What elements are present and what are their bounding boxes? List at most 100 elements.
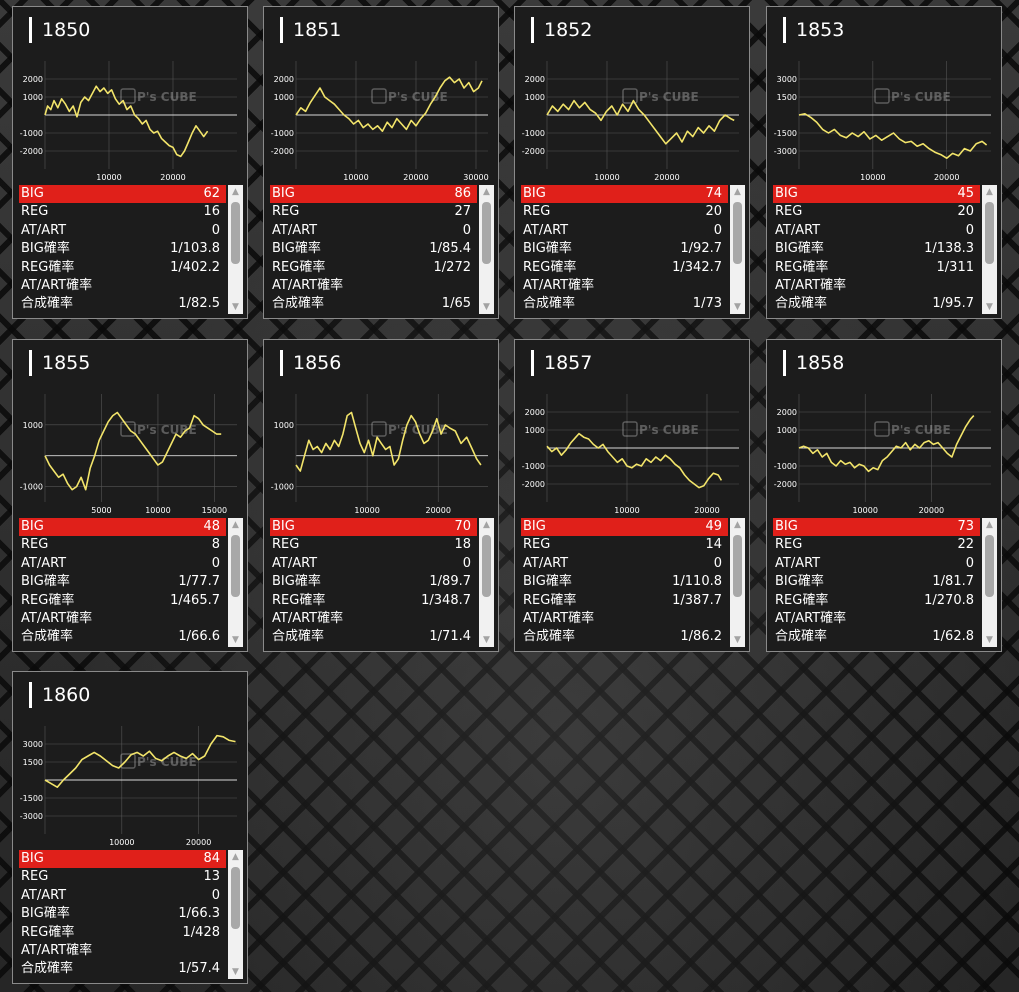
machine-card[interactable]: 1855 1000 -1000 5000 10000 15000 P's CUBE BIG 48…: [12, 339, 248, 652]
stat-label: 合成確率: [775, 629, 828, 645]
slump-line: [295, 76, 483, 132]
scrollbar-thumb[interactable]: [482, 202, 491, 264]
y-tick-label: 2000: [777, 408, 797, 417]
stat-row-total-rate: 合成確率 1/57.4: [19, 960, 226, 978]
machine-number[interactable]: 1853: [783, 17, 844, 43]
machine-number[interactable]: 1856: [280, 350, 341, 376]
stats-scrollbar[interactable]: ▲ ▼: [982, 185, 997, 314]
machine-card[interactable]: 1851 2000 1000 -1000 -2000 10000 20000 30000 P's…: [263, 6, 499, 319]
stats-list[interactable]: BIG 49 REG 14 AT/ART 0 BIG確率 1/110.8 REG確率 1/387.…: [521, 518, 745, 647]
machine-number[interactable]: 1855: [29, 350, 90, 376]
stats-list[interactable]: BIG 74 REG 20 AT/ART 0 BIG確率 1/92.7 REG確率 1/342.7…: [521, 185, 745, 314]
stat-value: 18: [454, 537, 471, 553]
stats-scrollbar[interactable]: ▲ ▼: [982, 518, 997, 647]
watermark-text: P's CUBE: [137, 90, 197, 104]
machine-card[interactable]: 1857 2000 1000 -1000 -2000 10000 20000 P's CUBE…: [514, 339, 750, 652]
scrollbar-thumb[interactable]: [482, 535, 491, 597]
machine-number[interactable]: 1860: [29, 682, 90, 708]
scroll-up-arrow-icon[interactable]: ▲: [986, 187, 993, 197]
stats-scrollbar[interactable]: ▲ ▼: [228, 518, 243, 647]
scrollbar-thumb[interactable]: [231, 867, 240, 929]
x-tick-label: 10000: [354, 506, 379, 515]
stat-label: 合成確率: [21, 296, 74, 312]
scroll-down-arrow-icon[interactable]: ▼: [232, 967, 239, 977]
scroll-down-arrow-icon[interactable]: ▼: [232, 635, 239, 645]
scrollbar-thumb[interactable]: [231, 202, 240, 264]
machine-number[interactable]: 1850: [29, 17, 90, 43]
stats-scrollbar[interactable]: ▲ ▼: [730, 185, 745, 314]
x-tick-label: 10000: [860, 173, 885, 182]
stats-scrollbar[interactable]: ▲ ▼: [479, 518, 494, 647]
machine-card[interactable]: 1853 3000 1500 -1500 -3000 10000 20000 P's CUBE…: [766, 6, 1002, 319]
cube-icon: [371, 88, 387, 104]
scroll-down-arrow-icon[interactable]: ▼: [483, 302, 490, 312]
machine-card[interactable]: 1850 2000 1000 -1000 -2000 10000 20000 P's CUBE…: [12, 6, 248, 319]
scrollbar-thumb[interactable]: [733, 202, 742, 264]
stat-label: AT/ART確率: [21, 610, 93, 626]
slump-graph-svg: 1000 -1000 5000 10000 15000 P's CUBE: [20, 394, 237, 515]
scroll-up-arrow-icon[interactable]: ▲: [734, 520, 741, 530]
stat-label: BIG確率: [272, 574, 321, 590]
scrollbar-thumb[interactable]: [985, 202, 994, 264]
scroll-up-arrow-icon[interactable]: ▲: [232, 520, 239, 530]
stat-label: AT/ART確率: [775, 277, 847, 293]
stat-row-big: BIG 62: [19, 185, 226, 204]
stat-value: 45: [957, 186, 974, 201]
machine-card[interactable]: 1858 2000 1000 -1000 -2000 10000 20000 P's CUBE…: [766, 339, 1002, 652]
stat-label: AT/ART確率: [523, 277, 595, 293]
stat-row-reg-rate: REG確率 1/311: [773, 259, 980, 277]
stats-list[interactable]: BIG 84 REG 13 AT/ART 0 BIG確率 1/66.3 REG確率 1/428 AT…: [19, 850, 243, 979]
scroll-down-arrow-icon[interactable]: ▼: [986, 635, 993, 645]
y-tick-label: -2000: [20, 147, 43, 156]
slump-graph: 2000 1000 -1000 -2000 10000 20000 P's CUBE: [773, 384, 997, 516]
machine-number[interactable]: 1857: [531, 350, 592, 376]
stats-scrollbar[interactable]: ▲ ▼: [479, 185, 494, 314]
stat-value: 62: [203, 186, 220, 201]
slump-line: [44, 85, 209, 158]
scroll-up-arrow-icon[interactable]: ▲: [232, 187, 239, 197]
stats-scrollbar[interactable]: ▲ ▼: [228, 185, 243, 314]
scroll-down-arrow-icon[interactable]: ▼: [483, 635, 490, 645]
machine-card[interactable]: 1856 1000 -1000 10000 20000 P's CUBE BIG 70 REG 1…: [263, 339, 499, 652]
scroll-up-arrow-icon[interactable]: ▲: [232, 852, 239, 862]
machine-number[interactable]: 1858: [783, 350, 844, 376]
scrollbar-thumb[interactable]: [985, 535, 994, 597]
stat-value: 14: [705, 537, 722, 553]
scrollbar-thumb[interactable]: [231, 535, 240, 597]
scroll-up-arrow-icon[interactable]: ▲: [986, 520, 993, 530]
stats-scrollbar[interactable]: ▲ ▼: [228, 850, 243, 979]
machine-number[interactable]: 1851: [280, 17, 341, 43]
x-tick-label: 30000: [463, 173, 488, 182]
stats-list[interactable]: BIG 73 REG 22 AT/ART 0 BIG確率 1/81.7 REG確率 1/270.8…: [773, 518, 997, 647]
scroll-down-arrow-icon[interactable]: ▼: [734, 302, 741, 312]
machine-number[interactable]: 1852: [531, 17, 592, 43]
machine-card[interactable]: 1860 3000 1500 -1500 -3000 10000 20000 P's CUBE…: [12, 671, 248, 984]
stats-list[interactable]: BIG 70 REG 18 AT/ART 0 BIG確率 1/89.7 REG確率 1/348.7…: [270, 518, 494, 647]
scroll-down-arrow-icon[interactable]: ▼: [986, 302, 993, 312]
stat-value: 1/62.8: [932, 629, 974, 645]
machine-card[interactable]: 1852 2000 1000 -1000 -2000 10000 20000 P's CUBE…: [514, 6, 750, 319]
stats-scrollbar[interactable]: ▲ ▼: [730, 518, 745, 647]
stats-list[interactable]: BIG 45 REG 20 AT/ART 0 BIG確率 1/138.3 REG確率 1/311 A…: [773, 185, 997, 314]
stats-list[interactable]: BIG 62 REG 16 AT/ART 0 BIG確率 1/103.8 REG確率 1/402.…: [19, 185, 243, 314]
stat-row-reg: REG 20: [773, 203, 980, 221]
scroll-up-arrow-icon[interactable]: ▲: [483, 520, 490, 530]
stat-value: 1/342.7: [672, 259, 722, 275]
scrollbar-thumb[interactable]: [733, 535, 742, 597]
stat-label: REG確率: [523, 592, 577, 608]
slump-line: [44, 734, 236, 788]
watermark-logo: P's CUBE: [371, 421, 448, 437]
scroll-up-arrow-icon[interactable]: ▲: [734, 187, 741, 197]
watermark-text: P's CUBE: [639, 90, 699, 104]
y-tick-label: -3000: [20, 812, 43, 821]
scroll-down-arrow-icon[interactable]: ▼: [734, 635, 741, 645]
scroll-up-arrow-icon[interactable]: ▲: [483, 187, 490, 197]
slump-graph: 3000 1500 -1500 -3000 10000 20000 P's CUBE: [19, 716, 243, 848]
stat-row-reg: REG 8: [19, 536, 226, 554]
stats-list[interactable]: BIG 86 REG 27 AT/ART 0 BIG確率 1/85.4 REG確率 1/272 AT…: [270, 185, 494, 314]
stats-list[interactable]: BIG 48 REG 8 AT/ART 0 BIG確率 1/77.7 REG確率 1/465.7 A…: [19, 518, 243, 647]
stat-label: BIG確率: [775, 574, 824, 590]
scroll-down-arrow-icon[interactable]: ▼: [232, 302, 239, 312]
y-tick-label: 1000: [23, 93, 43, 102]
stat-value: 1/82.5: [178, 296, 220, 312]
